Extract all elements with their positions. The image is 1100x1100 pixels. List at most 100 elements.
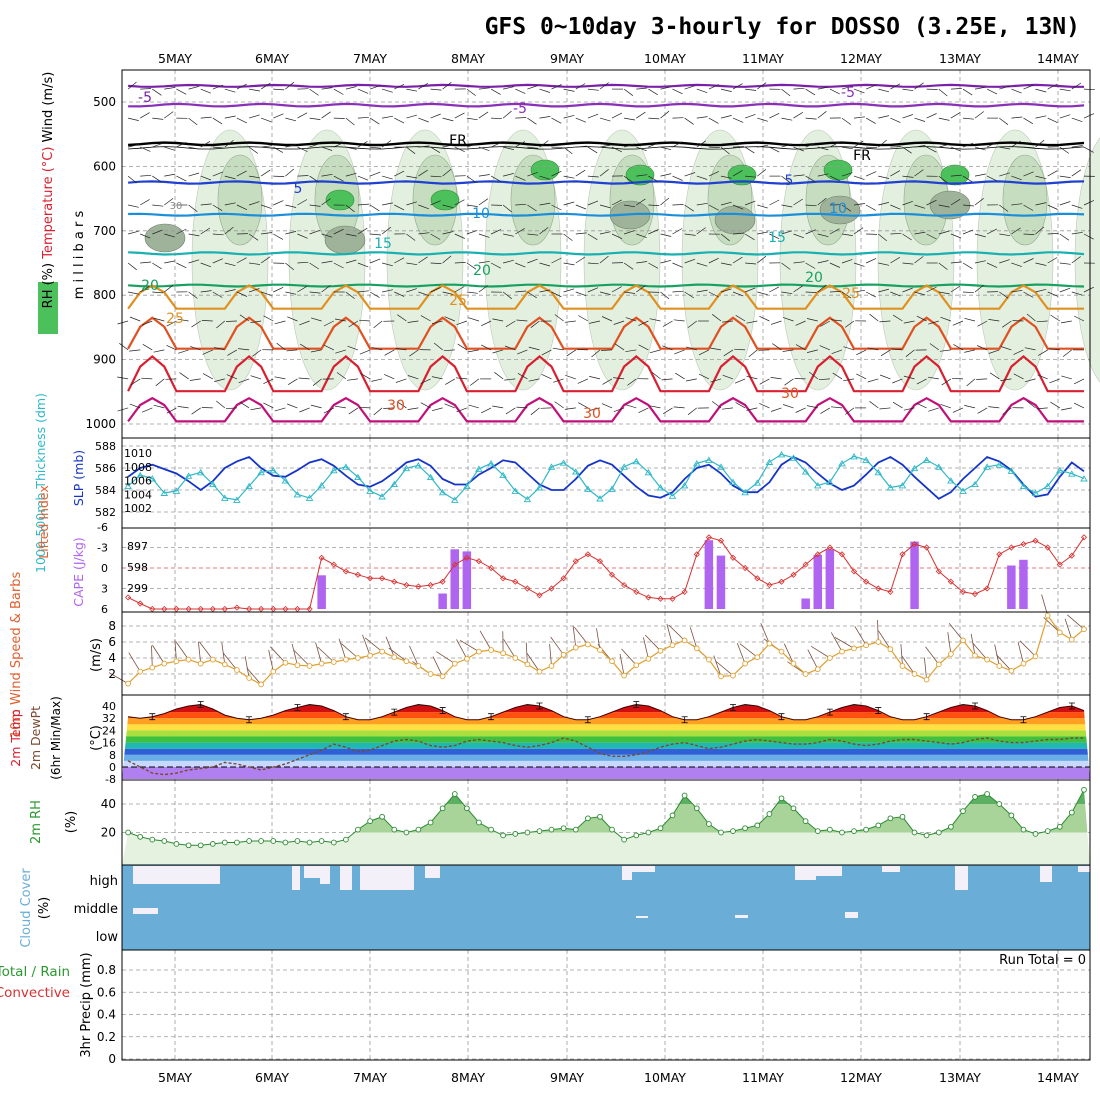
wind-barb: [781, 230, 793, 235]
wind-barb: [879, 407, 891, 410]
rh-marker: [500, 832, 506, 839]
wind-barb: [853, 262, 865, 267]
run-total-label: Run Total = 0: [999, 953, 1086, 968]
wind-barb: [431, 320, 443, 324]
wind-barb: [784, 378, 794, 386]
wind-barb: [793, 198, 803, 206]
wind-barb: [394, 204, 405, 211]
temperature-minmax-bar: [197, 701, 204, 708]
wind-barb: [928, 407, 939, 412]
cape-bar: [1019, 559, 1028, 609]
lifted-index-marker: [572, 558, 579, 565]
wind-speed-marker: [851, 645, 857, 652]
wind-barb: [940, 316, 952, 322]
slp-marker: [596, 495, 604, 502]
wind-barb: [757, 169, 767, 177]
isotherm-label: FR: [853, 148, 871, 164]
wind-barb: [478, 87, 490, 90]
wind-speed-marker: [403, 658, 410, 665]
wind-barb: [297, 261, 309, 264]
wind-10m-barb: [996, 654, 1012, 672]
wind-speed-marker: [790, 660, 797, 667]
wind-barb: [502, 110, 512, 119]
wind-barb: [720, 233, 730, 242]
wind-speed-marker: [306, 663, 313, 669]
wind-speed-marker: [221, 661, 228, 668]
wind-speed-marker: [911, 671, 918, 677]
wind-barb: [757, 144, 769, 148]
wind-barb: [660, 146, 672, 151]
wind-barb: [865, 258, 877, 264]
wind-barb: [466, 291, 478, 294]
wind-barb: [950, 261, 962, 264]
wind-barb: [238, 378, 250, 384]
precip-tick-label: 0: [108, 1052, 116, 1066]
wind-barb: [530, 407, 540, 416]
wind-barb: [551, 204, 562, 211]
wind-barb: [406, 288, 417, 293]
wind-barb: [831, 349, 843, 355]
wind-barb: [1023, 84, 1034, 90]
rh-marker: [246, 838, 252, 844]
wind-barb: [188, 204, 198, 212]
wind-barb: [276, 342, 286, 351]
temperature-minmax-bar: [246, 716, 253, 724]
wind-10m-barb: [834, 637, 855, 649]
wind-barb: [200, 203, 212, 206]
wind-barb: [214, 347, 225, 351]
temperature-color-band: [122, 712, 1090, 719]
cloud-cover-gap: [1078, 866, 1090, 872]
wind-barb: [454, 262, 466, 264]
wind-barb: [200, 227, 211, 235]
wind-barb: [841, 291, 852, 299]
wind-barb: [953, 344, 964, 351]
wind-10m-barb: [1019, 640, 1036, 657]
wind-barb: [128, 230, 139, 235]
wind-barb: [1059, 146, 1070, 154]
wind-barb: [334, 405, 346, 409]
wind-barb: [345, 291, 355, 299]
wind-barb: [191, 320, 201, 328]
slp-marker: [935, 463, 943, 470]
wind-barb: [224, 115, 236, 119]
wind-barb: [856, 373, 867, 380]
wind-barb: [867, 347, 879, 351]
rh-marker: [754, 822, 761, 829]
wind-barb: [201, 320, 213, 322]
wind-speed-marker: [1020, 660, 1027, 667]
wind-barb: [140, 88, 152, 90]
wind-barb: [227, 349, 238, 356]
lifted-index-marker: [899, 551, 906, 558]
slp-marker: [814, 482, 822, 489]
slp-marker: [390, 480, 399, 488]
wind-barb: [986, 228, 998, 235]
wind-barb: [793, 174, 805, 177]
wind-barb: [179, 372, 189, 380]
wind-barb: [684, 291, 695, 299]
cape-tick-label: 299: [127, 582, 148, 595]
rh-marker: [1081, 786, 1087, 793]
wind-barb: [745, 175, 757, 178]
wind-speed-marker: [185, 656, 192, 663]
wind-barb: [212, 204, 223, 211]
slp-axis-title: SLP (mb): [71, 450, 86, 506]
rh-marker: [609, 826, 615, 833]
wind-barb: [224, 262, 236, 267]
wind-barb: [1023, 291, 1034, 298]
wind-barb: [1000, 378, 1012, 381]
lifted-index-line: [127, 536, 1085, 610]
wind-barb: [805, 204, 817, 207]
wind-barb: [708, 204, 719, 211]
wind-barb: [382, 115, 394, 119]
wind-barb: [674, 349, 685, 355]
wind-barb: [141, 320, 153, 326]
x-tick-label-top: 8MAY: [451, 51, 485, 66]
wind-barb: [212, 291, 223, 298]
wind-barb: [140, 233, 151, 239]
wind-speed-marker: [585, 641, 591, 648]
rh-marker: [439, 805, 446, 812]
x-tick-label-top: 5MAY: [158, 51, 192, 66]
wind-10m-barb: [550, 636, 564, 656]
wind-barb: [188, 172, 200, 177]
wind-barb: [1000, 346, 1012, 351]
